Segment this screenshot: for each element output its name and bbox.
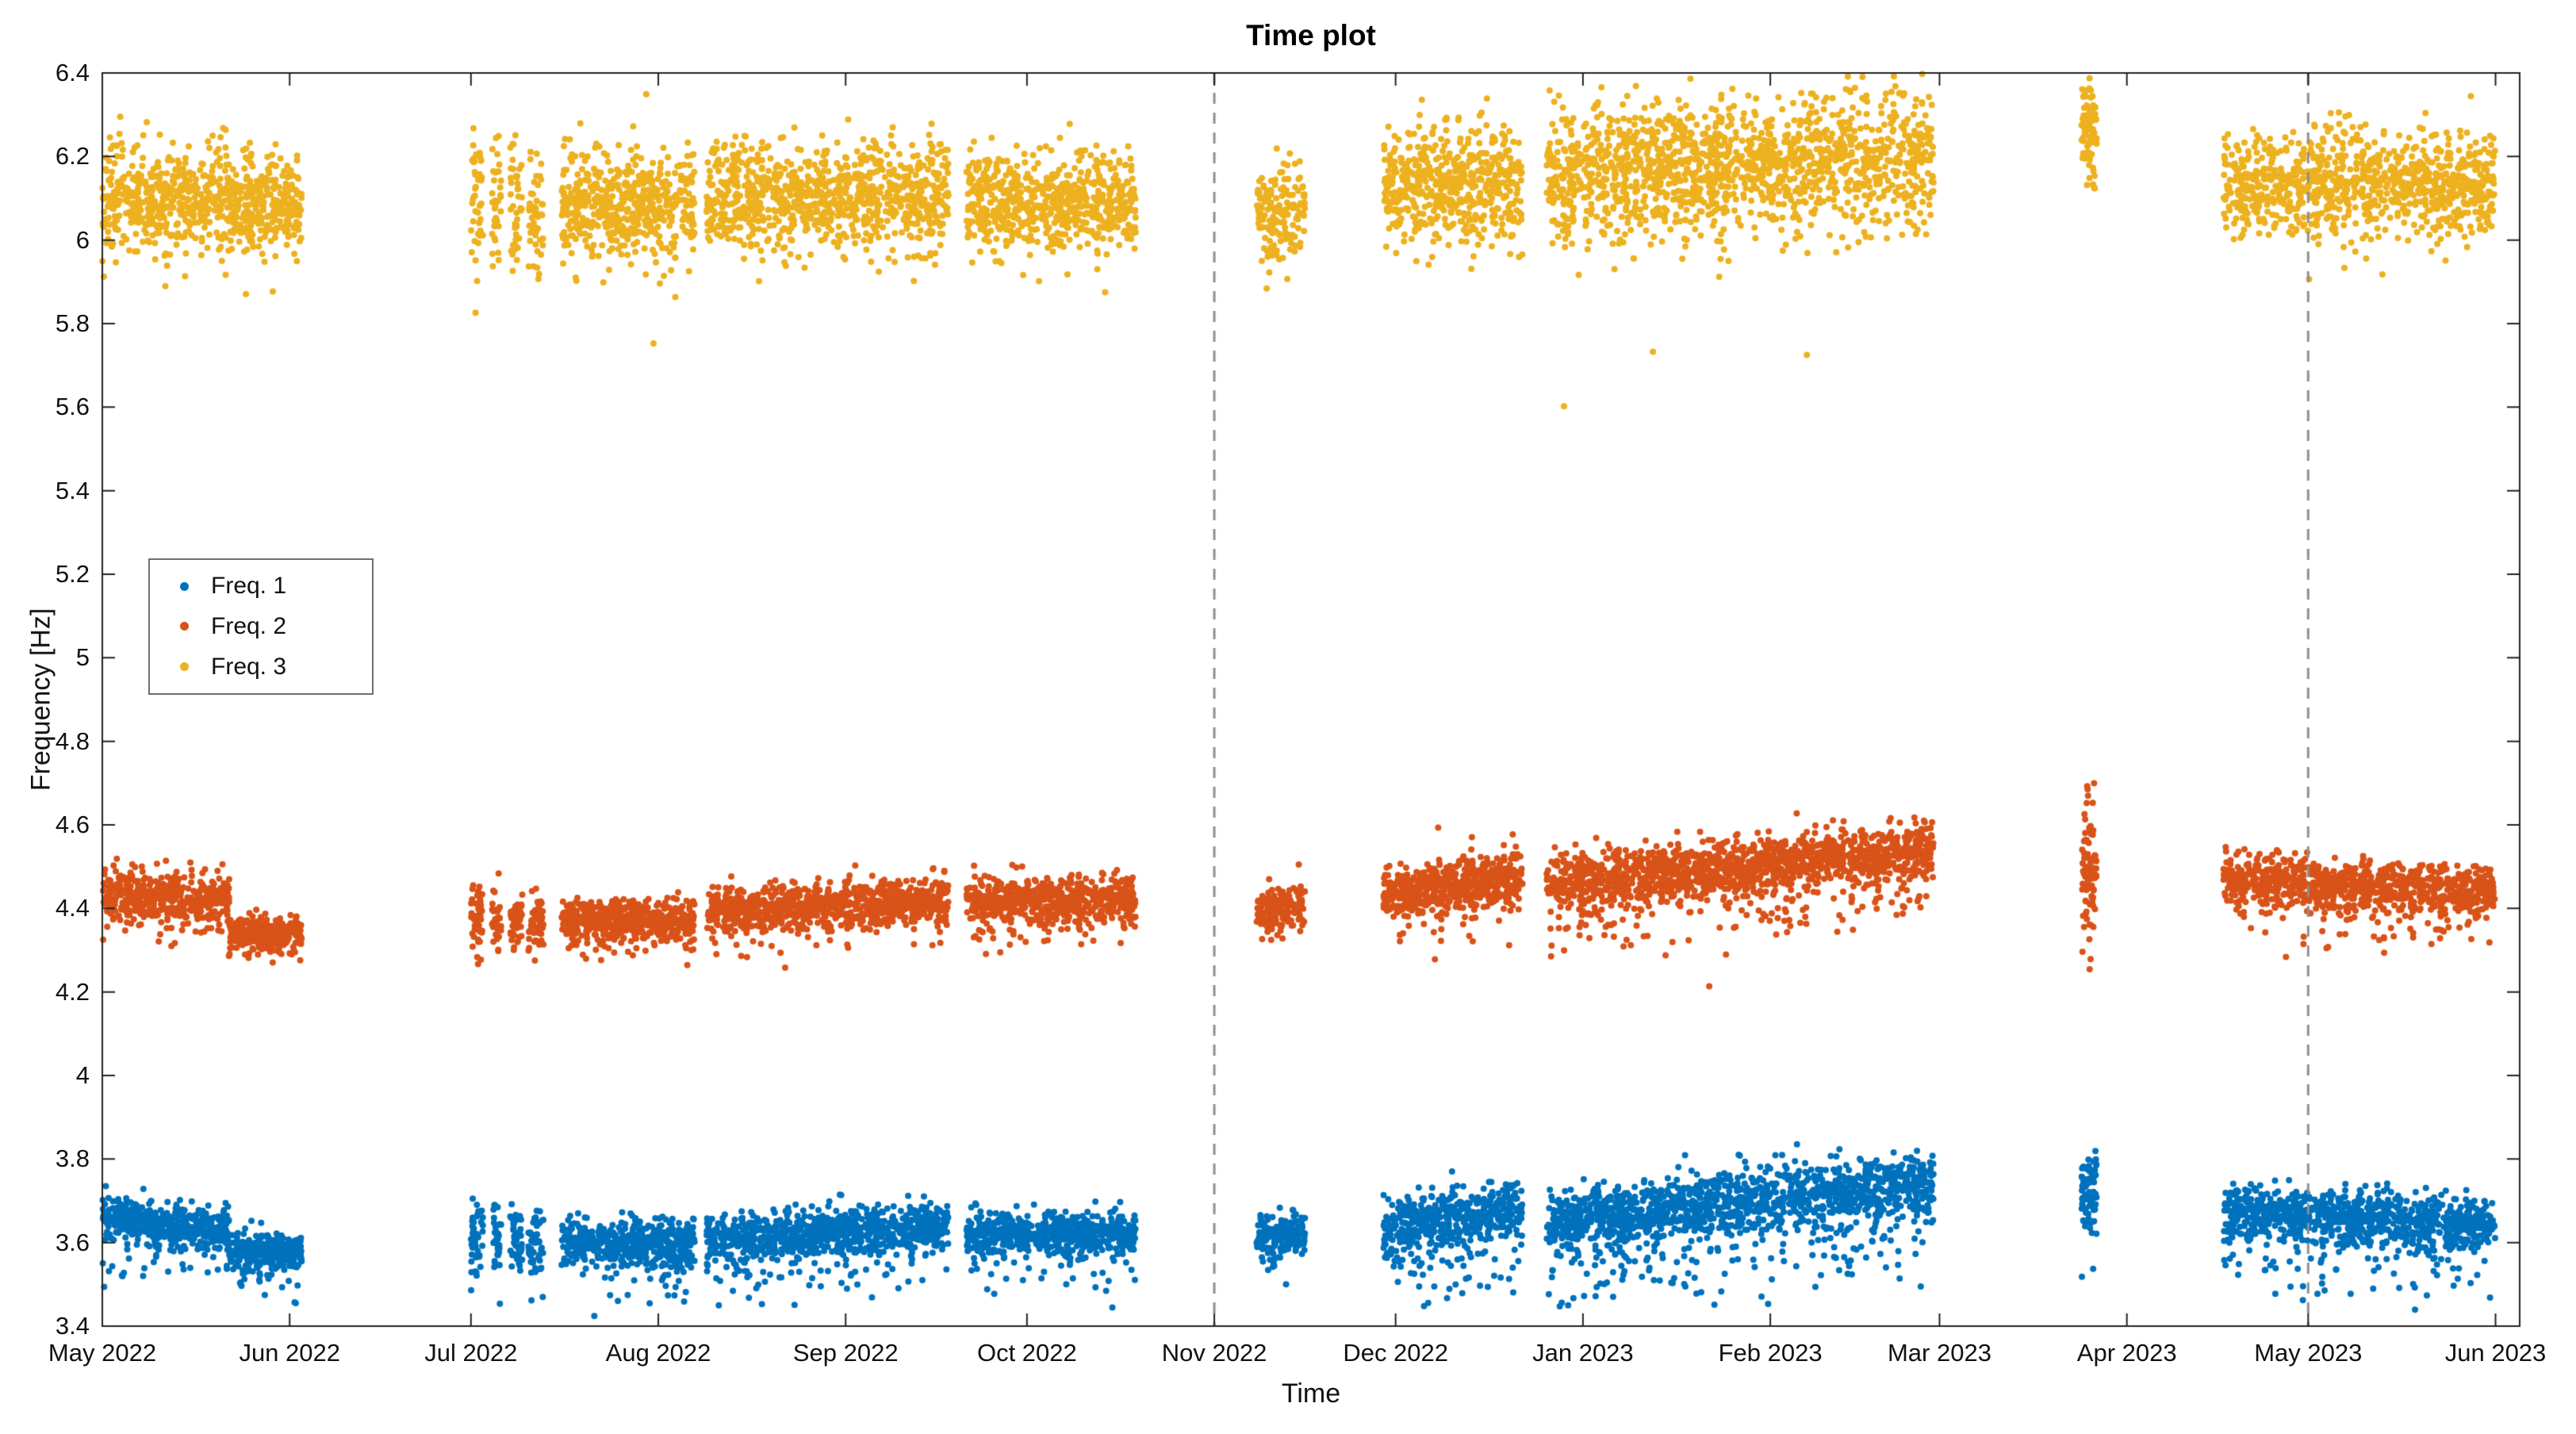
y-tick-label: 6.2 <box>55 142 90 171</box>
y-tick-label: 4.2 <box>55 977 90 1006</box>
y-tick-label: 4 <box>75 1061 90 1089</box>
y-tick-label: 4.8 <box>55 727 90 755</box>
x-tick-label: Aug 2022 <box>605 1339 711 1367</box>
y-tick-label: 4.6 <box>55 811 90 838</box>
legend-entry-freq-3: Freq. 3 <box>150 654 372 681</box>
x-tick-label: Jul 2022 <box>424 1339 518 1367</box>
x-tick-label: Feb 2023 <box>1718 1339 1823 1367</box>
y-tick-label: 3.6 <box>55 1228 90 1256</box>
chart-title: Time plot <box>1246 19 1376 52</box>
y-tick-label: 5.6 <box>55 393 90 421</box>
x-tick-label: Apr 2023 <box>2076 1339 2177 1367</box>
x-tick-label: Jun 2023 <box>2444 1339 2547 1367</box>
y-tick-label: 6.4 <box>55 59 90 86</box>
x-tick-label: Sep 2022 <box>792 1339 899 1367</box>
legend-box: Freq. 1 Freq. 2 Freq. 3 <box>148 558 374 695</box>
x-tick-label: May 2023 <box>2254 1339 2363 1367</box>
x-tick-label: Jun 2022 <box>239 1339 340 1367</box>
legend-label-freq-1: Freq. 1 <box>211 573 287 600</box>
legend-label-freq-2: Freq. 2 <box>211 612 287 639</box>
legend-entry-freq-1: Freq. 1 <box>150 573 372 600</box>
x-tick-label: Mar 2023 <box>1887 1339 1991 1367</box>
y-tick-label: 5 <box>75 643 90 672</box>
y-tick-label: 5.2 <box>55 560 90 588</box>
y-tick-label: 3.4 <box>55 1312 90 1340</box>
x-tick-label: Nov 2022 <box>1161 1339 1267 1367</box>
x-axis-label: Time <box>1281 1378 1341 1409</box>
legend-label-freq-3: Freq. 3 <box>211 653 287 680</box>
x-tick-label: Dec 2022 <box>1343 1339 1449 1367</box>
y-tick-label: 6 <box>75 225 90 254</box>
y-tick-label: 5.8 <box>55 309 90 337</box>
y-tick-label: 5.4 <box>55 476 90 504</box>
freq-2-marker-icon <box>180 622 189 631</box>
y-tick-label: 3.8 <box>55 1145 90 1173</box>
x-tick-label: Oct 2022 <box>976 1339 1077 1367</box>
freq-3-marker-icon <box>180 662 189 672</box>
freq-1-marker-icon <box>180 581 189 591</box>
y-axis-label: Frequency [Hz] <box>25 608 56 792</box>
x-tick-label: May 2022 <box>48 1339 157 1367</box>
legend-entry-freq-2: Freq. 2 <box>150 613 372 640</box>
y-tick-label: 4.4 <box>55 894 90 922</box>
x-tick-label: Jan 2023 <box>1532 1339 1634 1367</box>
